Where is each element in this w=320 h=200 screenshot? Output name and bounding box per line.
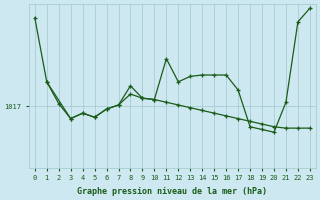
X-axis label: Graphe pression niveau de la mer (hPa): Graphe pression niveau de la mer (hPa) [77,187,267,196]
